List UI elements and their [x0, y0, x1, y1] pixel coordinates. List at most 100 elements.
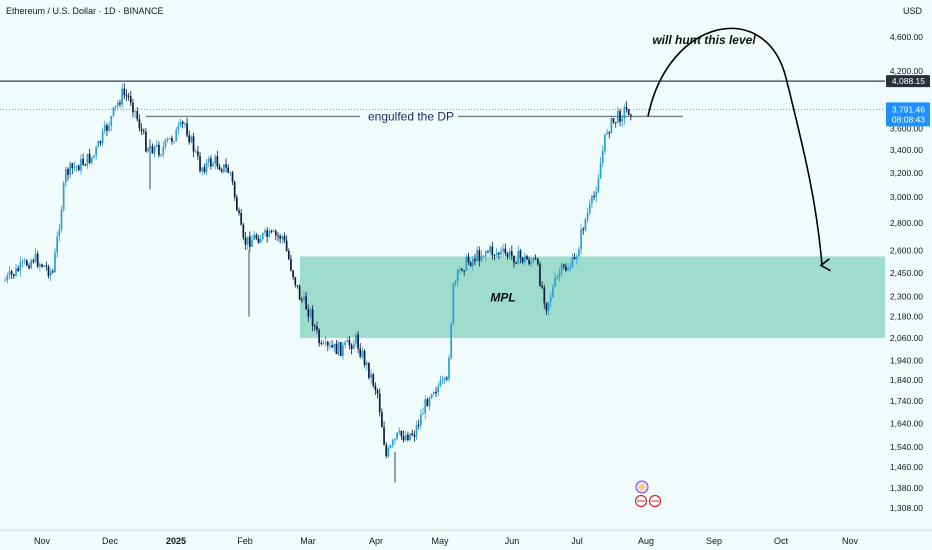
- candle-body: [549, 296, 552, 302]
- candle-body: [402, 436, 405, 441]
- candle-body: [121, 88, 123, 105]
- candle-body: [285, 240, 288, 251]
- candle-body: [500, 250, 502, 255]
- candle-body: [138, 119, 141, 129]
- candle-body: [355, 334, 357, 344]
- candle-body: [584, 219, 587, 231]
- candle-body: [292, 270, 294, 278]
- candle-body: [562, 264, 565, 267]
- candle-body: [394, 438, 396, 441]
- y-tick-label: 1,640.00: [890, 418, 923, 428]
- x-tick-label: Sep: [706, 536, 722, 546]
- candle-body: [194, 151, 197, 153]
- lightning-event-icon[interactable]: [635, 480, 649, 494]
- candle-body: [344, 342, 346, 346]
- candle-body: [218, 166, 221, 170]
- candle-body: [504, 248, 507, 254]
- candle-body: [153, 146, 156, 154]
- candle-body: [134, 111, 136, 113]
- candle-body: [547, 301, 550, 311]
- candle-body: [101, 131, 104, 144]
- candle-body: [233, 181, 236, 198]
- candle-body: [543, 287, 546, 304]
- candle-body: [318, 330, 320, 344]
- candle-body: [493, 254, 496, 256]
- candle-body: [220, 169, 223, 172]
- candle-body: [311, 309, 314, 327]
- candle-body: [210, 158, 212, 167]
- candle-body: [205, 162, 208, 172]
- candle-body: [580, 229, 582, 250]
- candle-body: [240, 212, 243, 225]
- candle-body: [601, 150, 604, 164]
- candle-body: [274, 231, 277, 236]
- candle-body: [25, 260, 28, 266]
- candle-body: [407, 434, 409, 441]
- candle-body: [106, 125, 108, 131]
- candle-body: [378, 393, 381, 413]
- candle-body: [381, 412, 383, 428]
- candle-body: [251, 239, 253, 247]
- candle-body: [619, 110, 621, 122]
- candle-body: [536, 258, 539, 265]
- candle-body: [552, 286, 554, 297]
- candle-body: [188, 135, 191, 143]
- candle-body: [578, 249, 580, 257]
- candle-body: [411, 433, 414, 436]
- candle-body: [515, 262, 517, 264]
- candle-body: [10, 271, 13, 275]
- candle-body: [448, 357, 450, 379]
- candle-body: [62, 182, 65, 210]
- candle-body: [147, 147, 149, 152]
- candle-body: [261, 232, 264, 240]
- y-tick-label: 2,180.00: [890, 312, 923, 322]
- y-tick-label: 2,600.00: [890, 246, 923, 256]
- currency-label[interactable]: USD: [902, 6, 922, 16]
- candle-body: [528, 259, 530, 265]
- candle-body: [160, 154, 162, 156]
- candle-body: [337, 342, 340, 355]
- candle-body: [443, 377, 446, 381]
- candle-body: [541, 285, 543, 288]
- mpl-demand-zone[interactable]: [300, 256, 885, 338]
- candle-body: [582, 229, 585, 231]
- candle-body: [400, 430, 403, 437]
- candle-body: [489, 246, 492, 253]
- y-tick-label: 3,000.00: [890, 192, 923, 202]
- candle-body: [279, 235, 281, 239]
- candle-body: [484, 251, 487, 256]
- candle-body: [513, 255, 515, 263]
- candle-body: [30, 260, 33, 269]
- candle-body: [203, 167, 206, 172]
- candle-body: [413, 435, 416, 437]
- candle-body: [630, 114, 632, 116]
- candle-body: [75, 165, 78, 167]
- candle-body: [623, 106, 626, 119]
- candle-body: [456, 269, 459, 282]
- y-tick-label: 3,600.00: [890, 124, 923, 134]
- candle-body: [383, 427, 385, 445]
- x-tick-label: Mar: [300, 536, 316, 546]
- candle-body: [627, 109, 630, 115]
- candle-body: [430, 394, 433, 398]
- candle-body: [368, 362, 370, 378]
- y-tick-label: 1,940.00: [890, 355, 923, 365]
- candle-body: [114, 105, 117, 108]
- candle-body: [454, 281, 457, 284]
- engulfed-label: engulfed the DP: [368, 109, 454, 123]
- candle-body: [532, 258, 535, 262]
- candle-body: [530, 261, 533, 265]
- lightning-glyph: ⚡: [637, 482, 647, 492]
- candle-body: [190, 136, 193, 143]
- candle-body: [103, 125, 106, 132]
- candle-body: [506, 253, 509, 257]
- candle-body: [586, 213, 589, 220]
- candle-body: [171, 138, 173, 142]
- candle-body: [350, 345, 353, 350]
- candle-body: [181, 121, 184, 124]
- x-tick-label: Dec: [102, 536, 119, 546]
- chart-title: Ethereum / U.S. Dollar · 1D · BINANCE: [6, 6, 164, 16]
- x-tick-label: Aug: [638, 536, 654, 546]
- projection-arrow[interactable]: [647, 27, 831, 272]
